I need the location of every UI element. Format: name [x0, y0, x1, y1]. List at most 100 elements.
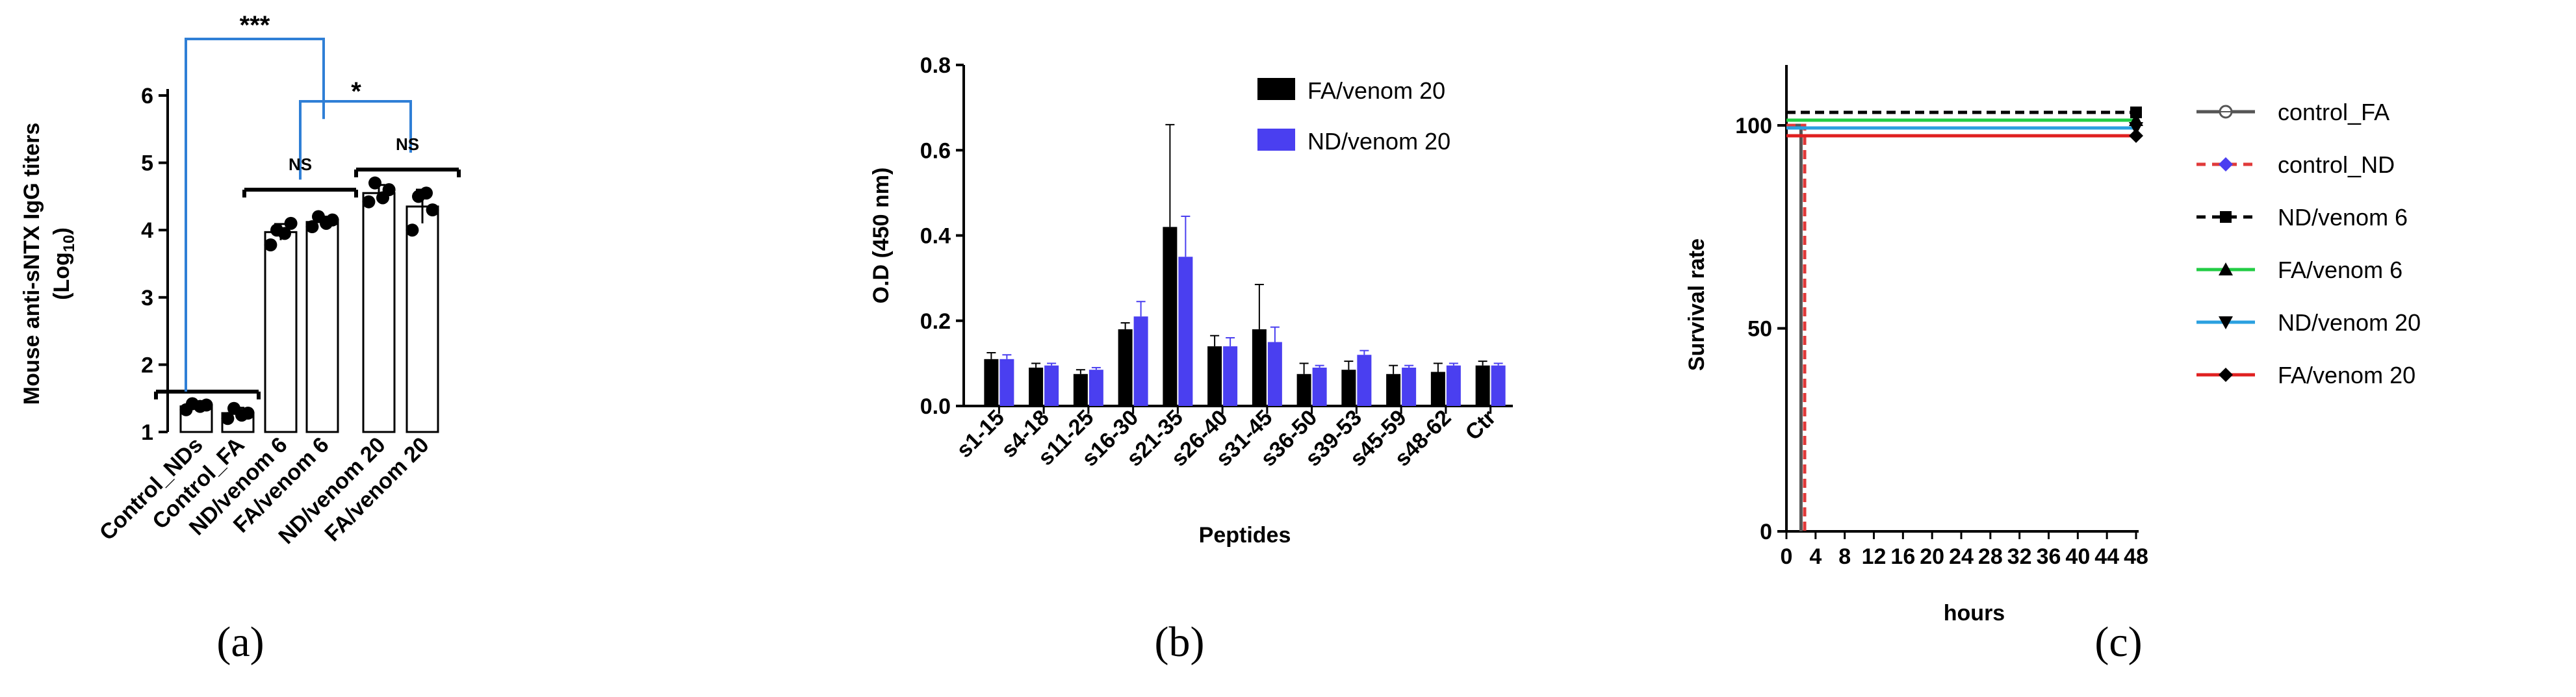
bar	[1296, 374, 1311, 406]
x-tick-label: s1-15	[952, 405, 1009, 463]
legend-label: ND/venom 20	[1307, 128, 1450, 155]
significance-label: NS	[396, 134, 419, 154]
bar	[1430, 372, 1445, 406]
y-tick-label: 50	[1747, 317, 1772, 342]
y-tick-label: 1	[141, 420, 153, 445]
x-tick-label: 20	[1920, 544, 1944, 569]
bar	[1133, 316, 1148, 406]
data-point	[426, 203, 439, 217]
data-point	[362, 195, 376, 209]
data-point	[284, 216, 298, 230]
x-axis-label: hours	[1944, 601, 2005, 626]
x-tick-label: 12	[1862, 544, 1887, 569]
y-axis-label: O.D (450 nm)	[869, 168, 894, 304]
y-tick-label: 2	[141, 353, 153, 377]
series-marker	[2219, 316, 2233, 329]
y-axis-label-unit: (Log10)	[49, 227, 78, 300]
y-axis-label: Survival rate	[1684, 238, 1709, 371]
x-tick-label: 0	[1781, 544, 1793, 569]
legend-label: FA/venom 6	[2278, 257, 2402, 283]
data-point	[320, 216, 333, 230]
bar	[1341, 370, 1356, 406]
bar	[1386, 374, 1401, 406]
significance-bracket	[185, 38, 325, 392]
significance-bracket	[299, 100, 412, 180]
series-marker	[2219, 368, 2233, 382]
x-tick-label: 48	[2124, 544, 2148, 569]
bar	[1357, 355, 1372, 406]
bar	[1178, 257, 1193, 406]
bar	[1088, 370, 1103, 406]
legend-label: control_ND	[2278, 151, 2395, 178]
panel-c-label: (c)	[2094, 618, 2142, 666]
y-tick-label: 0.4	[920, 224, 951, 249]
x-tick-label: 16	[1890, 544, 1915, 569]
data-point	[305, 220, 319, 234]
bar	[1252, 329, 1267, 406]
legend-label: ND/venom 6	[2278, 204, 2408, 231]
y-tick-label: 5	[141, 151, 153, 176]
bar	[1402, 367, 1417, 406]
data-point	[235, 409, 248, 422]
bar	[1163, 227, 1178, 406]
y-tick-label: 4	[141, 218, 153, 243]
series-marker	[2220, 211, 2232, 223]
bar	[1267, 342, 1282, 406]
y-tick-label: 0.2	[920, 309, 951, 334]
bar	[406, 205, 439, 433]
series-marker	[2130, 107, 2142, 118]
series-marker	[2219, 262, 2233, 275]
bar	[1044, 365, 1059, 406]
bar	[362, 192, 396, 433]
legend-label: ND/venom 20	[2278, 309, 2421, 336]
x-tick-label: 4	[1809, 544, 1822, 569]
legend-swatch	[1257, 129, 1295, 151]
bar	[1073, 374, 1088, 406]
x-axis-label: Peptides	[1199, 523, 1291, 548]
y-tick-label: 3	[141, 286, 153, 310]
data-point	[368, 176, 381, 190]
bar	[984, 359, 999, 406]
x-tick-label: 8	[1838, 544, 1851, 569]
data-point	[221, 412, 235, 425]
bar	[1312, 367, 1327, 406]
y-tick-label: 0.6	[920, 138, 951, 163]
x-tick-label: 24	[1949, 544, 1974, 569]
series-line	[1786, 123, 1803, 531]
panel-b-chart: 0.0 0.2 0.4 0.6 0.8 O.D (450 nm) Peptides s1-15…	[869, 53, 1513, 548]
data-point	[264, 238, 277, 251]
y-tick-label: 0.8	[920, 53, 951, 78]
significance-label: NS	[289, 155, 312, 174]
legend-label: FA/venom 20	[2278, 362, 2415, 388]
data-point	[406, 223, 419, 237]
data-point	[194, 399, 207, 413]
x-tick-label: 44	[2094, 544, 2119, 569]
bar	[1207, 346, 1222, 406]
bar	[1118, 329, 1133, 406]
y-tick-label: 100	[1735, 114, 1772, 138]
bar	[305, 221, 339, 433]
data-point	[376, 191, 389, 205]
x-tick-label: 28	[1978, 544, 2003, 569]
x-tick-label: 32	[2007, 544, 2032, 569]
data-point	[278, 227, 291, 240]
legend-swatch	[1257, 78, 1295, 100]
series-marker	[2219, 157, 2233, 171]
legend-label: control_FA	[2278, 99, 2389, 125]
significance-label: *	[351, 77, 361, 106]
legend-label: FA/venom 20	[1307, 77, 1445, 104]
bar	[1029, 367, 1044, 406]
series-marker	[2129, 129, 2143, 143]
bar	[1475, 365, 1490, 406]
bar	[1223, 346, 1238, 406]
panel-a-label: (a)	[216, 618, 264, 666]
bar	[1446, 365, 1461, 406]
x-tick-label: 40	[2065, 544, 2090, 569]
x-tick-label: Ctr	[1461, 405, 1501, 446]
bar	[264, 231, 298, 433]
series-line	[1786, 123, 1807, 531]
y-tick-label: 0	[1760, 520, 1772, 544]
bar	[1491, 365, 1506, 406]
